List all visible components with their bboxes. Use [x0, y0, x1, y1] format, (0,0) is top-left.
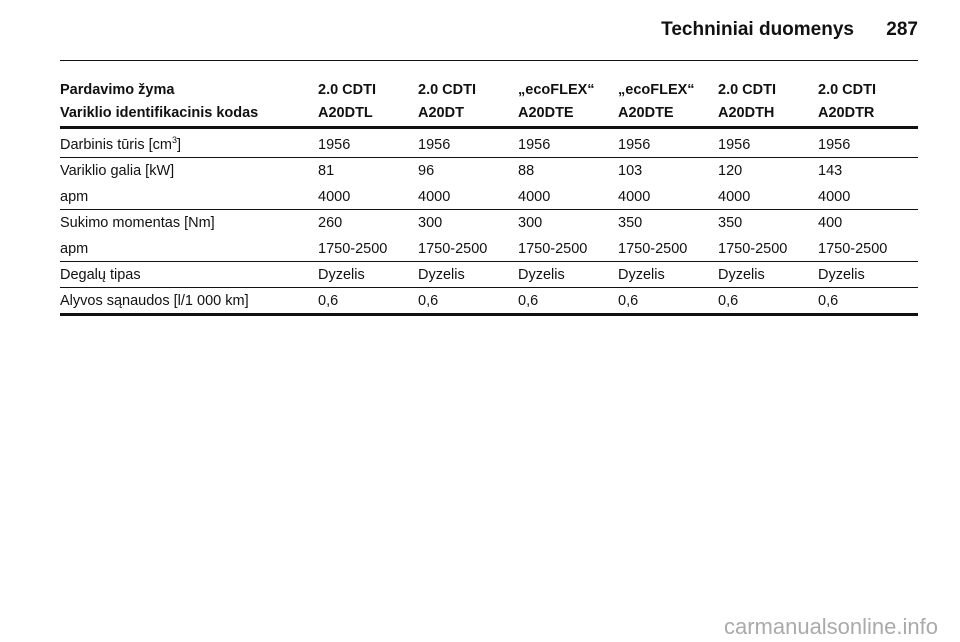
table-cell: 1750-2500 — [818, 241, 888, 257]
table-cell: Darbinis tūris [cm3] — [60, 136, 181, 154]
header-cell: 2.0 CDTI — [818, 82, 877, 98]
table-cell: 1750-2500 — [518, 241, 588, 257]
table-cell: 300 — [518, 215, 543, 231]
table-cell: Alyvos sąnaudos [l/1 000 km] — [60, 293, 249, 309]
table-cell: Sukimo momentas [Nm] — [60, 215, 215, 231]
table-cell: 0,6 — [418, 293, 439, 309]
table-cell: 88 — [518, 163, 535, 179]
table-cell: 1956 — [318, 137, 351, 153]
table-cell: 4000 — [618, 189, 651, 205]
table-cell: 96 — [418, 163, 435, 179]
table-cell: 1956 — [518, 137, 551, 153]
table-cell: 350 — [618, 215, 643, 231]
table-cell: 400 — [818, 215, 843, 231]
header-cell: „ecoFLEX“ — [518, 82, 595, 98]
header-cell: A20DTL — [318, 105, 373, 121]
table-cell: 4000 — [318, 189, 351, 205]
table-cell: 4000 — [718, 189, 751, 205]
table-cell: Dyzelis — [318, 267, 365, 283]
table-cell: Dyzelis — [618, 267, 665, 283]
table-cell: Degalų tipas — [60, 267, 141, 283]
table-cell: Dyzelis — [718, 267, 765, 283]
header-cell: A20DTH — [718, 105, 775, 121]
table-cell: Dyzelis — [518, 267, 565, 283]
table-cell: 300 — [418, 215, 443, 231]
header-cell: Variklio identifikacinis kodas — [60, 105, 259, 121]
table-cell: 1750-2500 — [618, 241, 688, 257]
header-cell: Pardavimo žyma — [60, 82, 175, 98]
table-cell: Dyzelis — [818, 267, 865, 283]
table-cell: Variklio galia [kW] — [60, 163, 175, 179]
table-cell: 4000 — [818, 189, 851, 205]
table-cell: 81 — [318, 163, 335, 179]
table-cell: 1956 — [618, 137, 651, 153]
table-cell: 260 — [318, 215, 343, 231]
header-cell: 2.0 CDTI — [718, 82, 777, 98]
header-cell: 2.0 CDTI — [318, 82, 377, 98]
row-rule — [60, 209, 918, 210]
cell-part: Darbinis tūris [cm — [60, 137, 172, 153]
header-rule — [60, 60, 918, 61]
table-cell: 120 — [718, 163, 743, 179]
cell-part: 3 — [172, 135, 178, 145]
table-cell: 143 — [818, 163, 843, 179]
table-cell: 1750-2500 — [418, 241, 488, 257]
table-cell: 4000 — [518, 189, 551, 205]
header-cell: 2.0 CDTI — [418, 82, 477, 98]
header-cell: A20DTE — [518, 105, 574, 121]
table-cell: 103 — [618, 163, 643, 179]
table-cell: 350 — [718, 215, 743, 231]
header-cell: A20DTR — [818, 105, 875, 121]
watermark: carmanualsonline.info — [723, 614, 938, 639]
table-cell: apm — [60, 241, 89, 257]
table-cell: 0,6 — [718, 293, 739, 309]
table-cell: 1750-2500 — [318, 241, 388, 257]
row-rule — [60, 313, 918, 316]
row-rule — [60, 287, 918, 288]
cell-part: ] — [177, 137, 182, 153]
table-cell: 0,6 — [518, 293, 539, 309]
table-cell: Dyzelis — [418, 267, 465, 283]
thick-rule — [60, 126, 918, 129]
page-title: Techniniai duomenys — [661, 19, 854, 40]
table-cell: 0,6 — [318, 293, 339, 309]
table-cell: 1956 — [418, 137, 451, 153]
header-cell: A20DTE — [618, 105, 674, 121]
table-cell: 1956 — [818, 137, 851, 153]
header-cell: A20DT — [418, 105, 464, 121]
table-cell: 1956 — [718, 137, 751, 153]
row-rule — [60, 157, 918, 158]
table-cell: 0,6 — [818, 293, 839, 309]
row-rule — [60, 261, 918, 262]
table-cell: 1750-2500 — [718, 241, 788, 257]
header-cell: „ecoFLEX“ — [618, 82, 695, 98]
table-cell: apm — [60, 189, 89, 205]
page-number: 287 — [886, 19, 918, 40]
table-cell: 4000 — [418, 189, 451, 205]
table-cell: 0,6 — [618, 293, 639, 309]
